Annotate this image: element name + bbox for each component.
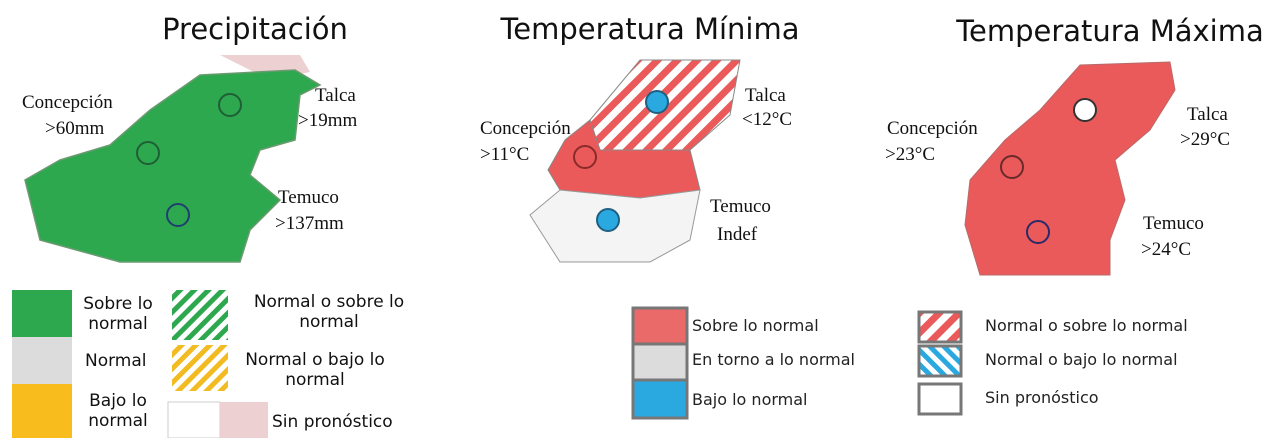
legend-label: Normal o sobre lo normal: [985, 316, 1188, 335]
city-value: <12°C: [742, 109, 792, 130]
city-name: Concepción: [480, 118, 571, 139]
legend-label: Normal: [85, 351, 147, 371]
legend-swatch: [12, 337, 72, 384]
legend-swatch: [220, 402, 268, 438]
city-marker: [596, 208, 620, 232]
city-name: Talca: [1187, 104, 1228, 125]
city-value: >11°C: [480, 144, 530, 165]
city-marker: [1026, 220, 1050, 244]
legend-swatch: [917, 310, 963, 344]
city-marker: [1073, 98, 1097, 122]
legend-label: Sobre lo normal: [83, 294, 153, 334]
city-name: Temuco: [1143, 213, 1204, 234]
legend-swatch: [631, 378, 689, 420]
legend-label: Bajo lo normal: [692, 390, 808, 409]
legend-label: Sin pronóstico: [985, 388, 1099, 407]
legend-swatch: [631, 342, 689, 382]
legend-swatch: [12, 290, 72, 337]
legend-label: En torno a lo normal: [692, 350, 855, 369]
city-value: >60mm: [45, 118, 105, 139]
region-above-normal: [964, 61, 1176, 276]
legend-swatch: [172, 345, 228, 391]
city-value: Indef: [717, 224, 758, 245]
legend-swatch: [631, 306, 689, 346]
city-name: Talca: [745, 85, 786, 106]
legend-swatch: [12, 384, 72, 438]
map-title: Temperatura Mínima: [500, 12, 800, 46]
map-title: Precipitación: [162, 12, 348, 46]
legend-label: Normal o bajo lo normal: [245, 350, 385, 390]
city-value: >23°C: [885, 144, 935, 165]
city-value: >137mm: [275, 213, 344, 234]
legend-label: Sin pronóstico: [272, 412, 393, 432]
legend-label: Normal o sobre lo normal: [253, 292, 405, 332]
region-above-normal: [24, 69, 322, 263]
city-marker: [1000, 155, 1024, 179]
legend-swatch: [917, 382, 963, 416]
city-name: Temuco: [710, 196, 771, 217]
map-title: Temperatura Máxima: [956, 14, 1264, 48]
legend-swatch: [917, 344, 963, 378]
legend-swatch: [167, 401, 221, 438]
city-name: Temuco: [278, 187, 339, 208]
city-marker: [573, 145, 597, 169]
city-value: >19mm: [298, 110, 358, 131]
legend-label: Normal o bajo lo normal: [985, 350, 1178, 369]
legend-swatch: [172, 290, 228, 340]
city-name: Talca: [315, 85, 356, 106]
city-value: >24°C: [1141, 239, 1191, 260]
city-value: >29°C: [1180, 129, 1230, 150]
city-marker: [136, 141, 160, 165]
legend-label: Sobre lo normal: [692, 316, 819, 335]
city-marker: [218, 93, 242, 117]
city-name: Concepción: [887, 118, 978, 139]
city-marker: [166, 203, 190, 227]
legend-label: Bajo lo normal: [88, 391, 148, 431]
city-marker: [645, 90, 669, 114]
city-name: Concepción: [22, 92, 113, 113]
